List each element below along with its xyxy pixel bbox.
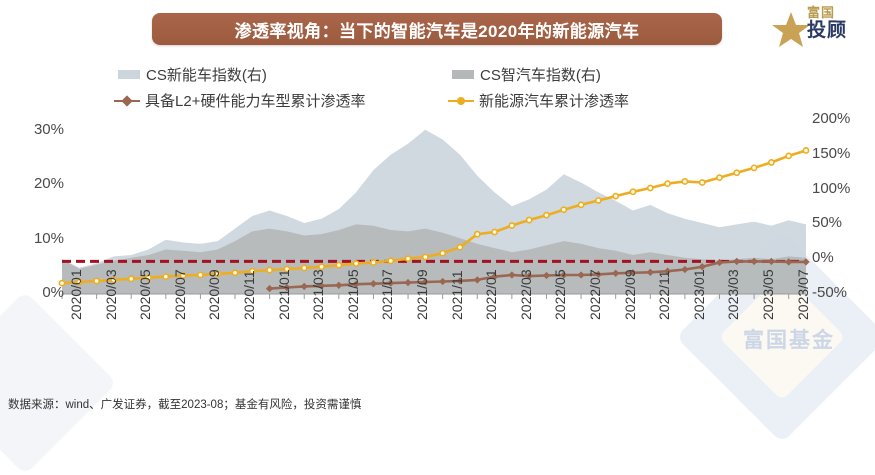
x-axis-tick-label: 2021/03 <box>310 269 327 320</box>
legend-line-circle-icon <box>448 95 474 107</box>
logo-text: 富国 投顾 <box>807 6 847 40</box>
legend-line-diamond-icon <box>114 94 140 107</box>
legend-label: CS智汽车指数(右) <box>480 67 601 84</box>
x-axis-tick-label: 2023/03 <box>725 269 742 320</box>
x-axis-tick-label: 2023/05 <box>760 269 777 320</box>
watermark-text: 富国基金 <box>743 329 835 352</box>
brand-logo: 富国 投顾 <box>771 2 867 54</box>
logo-line-1: 富国 <box>807 5 836 20</box>
legend-label: 具备L2+硬件能力车型累计渗透率 <box>145 93 366 110</box>
x-axis-tick-label: 2021/05 <box>344 269 361 320</box>
legend-item-l2-penetration[interactable]: 具备L2+硬件能力车型累计渗透率 <box>114 90 365 111</box>
legend-label: CS新能车指数(右) <box>146 67 267 84</box>
legend-item-nev-penetration[interactable]: 新能源汽车累计渗透率 <box>448 90 629 111</box>
x-axis-labels: 2020/01 2020/03 2020/05 2020/07 2020/09 2020/… <box>0 269 875 390</box>
x-axis-tick-label: 2023/07 <box>794 269 811 320</box>
x-axis-tick-label: 2020/11 <box>241 270 258 320</box>
x-axis-tick-label: 2022/11 <box>656 270 673 320</box>
y-axis-left-tick: 30% <box>33 120 64 138</box>
y-axis-right-tick: 200% <box>812 110 851 127</box>
x-axis-tick-label: 2022/03 <box>517 269 534 320</box>
x-axis-tick-label: 2022/01 <box>483 269 500 320</box>
chart-legend: CS新能车指数(右) CS智汽车指数(右) 具备L2+硬件能力车型累计渗透率 新… <box>100 62 800 114</box>
legend-swatch-icon <box>118 70 140 79</box>
y-axis-right-tick: 100% <box>812 179 851 197</box>
x-axis-tick-label: 2022/05 <box>552 269 569 320</box>
x-axis-tick-label: 2020/05 <box>137 269 154 320</box>
x-axis-tick-label: 2021/01 <box>275 269 292 320</box>
x-axis-tick-label: 2020/03 <box>102 269 119 320</box>
y-axis-left-tick: 10% <box>33 229 64 247</box>
x-axis-tick-label: 2020/01 <box>68 269 84 320</box>
chart-canvas <box>58 129 810 299</box>
y-axis-right-tick: 0% <box>812 249 834 267</box>
x-axis-tick-label: 2022/09 <box>621 269 638 320</box>
logo-line-2: 投顾 <box>807 20 848 41</box>
y-axis-left-tick: 20% <box>33 175 64 193</box>
source-note: 数据来源：wind、广发证券，截至2023-08；基金有风险，投资需谨慎 <box>8 399 362 411</box>
page-title: 渗透率视角：当下的智能汽车是2020年的新能源汽车 <box>234 21 640 41</box>
legend-item-cs-smart-auto-index[interactable]: CS智汽车指数(右) <box>452 64 601 85</box>
legend-item-cs-new-energy-index[interactable]: CS新能车指数(右) <box>118 64 267 85</box>
chart-title-banner: 渗透率视角：当下的智能汽车是2020年的新能源汽车 <box>152 13 722 45</box>
x-axis-tick-label: 2021/09 <box>414 269 431 320</box>
y-axis-right-tick: 50% <box>812 214 843 232</box>
y-axis-right-tick: -50% <box>812 284 848 301</box>
x-axis-tick-label: 2020/09 <box>206 269 223 320</box>
legend-label: 新能源汽车累计渗透率 <box>479 93 630 110</box>
legend-swatch-icon <box>452 70 474 79</box>
star-icon <box>772 12 810 47</box>
x-axis-tick-label: 2020/07 <box>171 269 188 320</box>
plot-area: 30% 20% 10% 0% 200% 150% 100% 50% 0% -50… <box>0 108 875 323</box>
x-axis-tick-label: 2023/01 <box>690 269 707 320</box>
y-axis-left-tick: 0% <box>42 284 64 301</box>
x-axis-tick-label: 2021/07 <box>379 269 396 320</box>
y-axis-right-tick: 150% <box>812 144 851 162</box>
x-axis-tick-label: 2021/11 <box>448 270 465 320</box>
x-axis-tick-label: 2022/07 <box>587 269 604 320</box>
